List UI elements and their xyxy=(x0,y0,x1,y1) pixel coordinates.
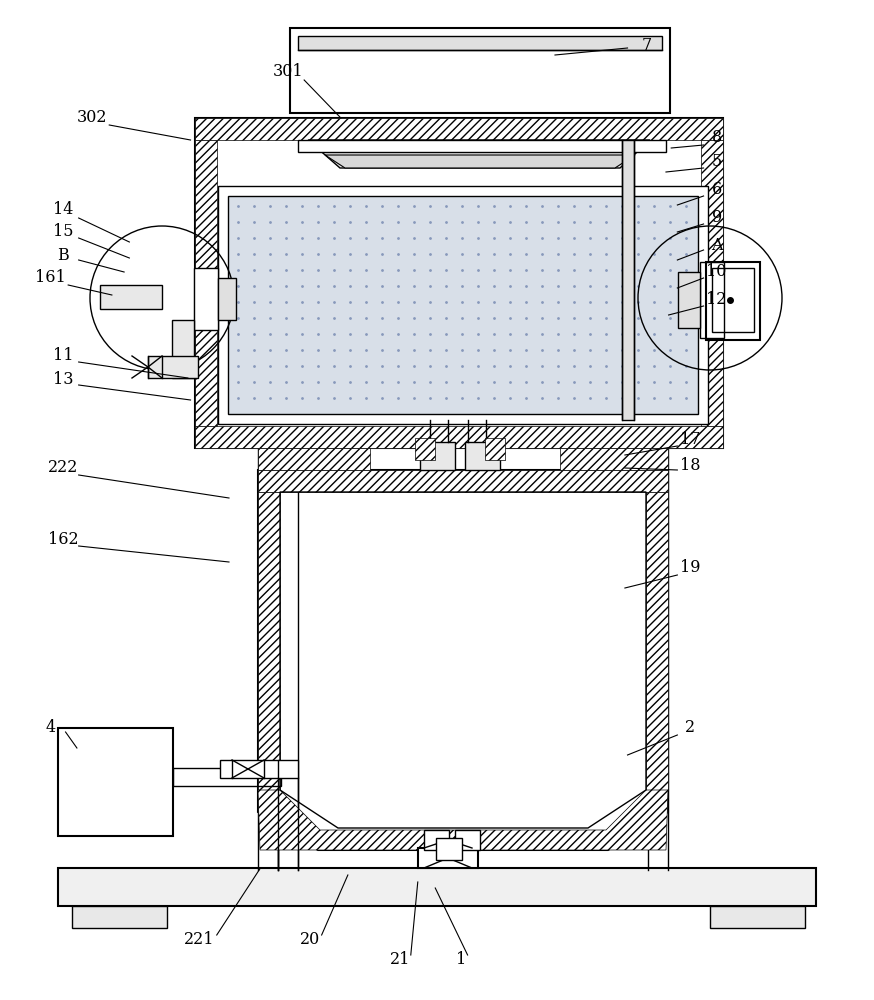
Polygon shape xyxy=(308,140,650,168)
Text: 5: 5 xyxy=(711,153,722,170)
Bar xyxy=(195,118,723,448)
Bar xyxy=(712,268,754,332)
Polygon shape xyxy=(258,470,668,492)
Bar xyxy=(436,838,462,860)
Bar xyxy=(700,262,724,338)
Text: 9: 9 xyxy=(711,210,722,227)
Bar xyxy=(418,848,478,868)
Bar xyxy=(72,906,167,928)
Bar xyxy=(298,36,662,50)
Polygon shape xyxy=(646,492,668,790)
Bar xyxy=(220,760,280,778)
Polygon shape xyxy=(325,155,635,168)
Text: B: B xyxy=(57,246,69,263)
Text: 2: 2 xyxy=(685,720,696,736)
Polygon shape xyxy=(195,140,217,426)
Bar xyxy=(710,906,805,928)
Text: 18: 18 xyxy=(680,456,701,474)
Polygon shape xyxy=(195,426,723,448)
Text: 162: 162 xyxy=(47,532,79,548)
Text: 20: 20 xyxy=(300,932,321,948)
Bar xyxy=(706,262,760,340)
Text: 13: 13 xyxy=(52,371,73,388)
Bar xyxy=(218,278,236,320)
Text: 15: 15 xyxy=(52,224,73,240)
Bar xyxy=(173,768,281,786)
Bar xyxy=(465,442,500,470)
Text: 19: 19 xyxy=(680,560,701,576)
Polygon shape xyxy=(258,790,668,850)
Bar xyxy=(194,268,218,330)
Bar xyxy=(485,438,505,460)
Text: 1: 1 xyxy=(456,952,467,968)
Text: 221: 221 xyxy=(184,932,214,948)
Text: 6: 6 xyxy=(711,182,722,198)
Polygon shape xyxy=(258,492,280,790)
Polygon shape xyxy=(195,118,723,140)
Bar xyxy=(298,140,666,152)
Text: A: A xyxy=(711,236,723,253)
Bar xyxy=(622,140,634,420)
Text: 8: 8 xyxy=(711,129,722,146)
Text: 161: 161 xyxy=(35,269,66,286)
Bar xyxy=(218,186,708,424)
Text: 302: 302 xyxy=(77,109,107,126)
Bar xyxy=(58,868,816,906)
Bar xyxy=(678,272,700,328)
Text: 17: 17 xyxy=(680,432,701,448)
Bar xyxy=(278,760,298,778)
Text: 301: 301 xyxy=(273,64,304,81)
Bar xyxy=(415,438,435,460)
Bar xyxy=(228,196,698,414)
Text: 11: 11 xyxy=(52,347,73,363)
Bar xyxy=(290,28,670,113)
Polygon shape xyxy=(258,448,370,470)
Bar xyxy=(58,728,173,836)
Bar xyxy=(420,442,455,470)
Bar xyxy=(424,830,449,850)
Bar xyxy=(455,830,480,850)
Text: 21: 21 xyxy=(390,952,411,968)
Text: 7: 7 xyxy=(642,36,652,53)
Text: 222: 222 xyxy=(48,460,78,477)
Bar xyxy=(172,320,194,378)
Text: 14: 14 xyxy=(52,202,73,219)
Bar xyxy=(100,285,162,309)
Text: 10: 10 xyxy=(706,263,727,280)
Text: 4: 4 xyxy=(45,720,56,736)
Polygon shape xyxy=(560,448,668,470)
Text: 12: 12 xyxy=(706,292,727,308)
Bar xyxy=(148,356,198,378)
Polygon shape xyxy=(701,140,723,426)
